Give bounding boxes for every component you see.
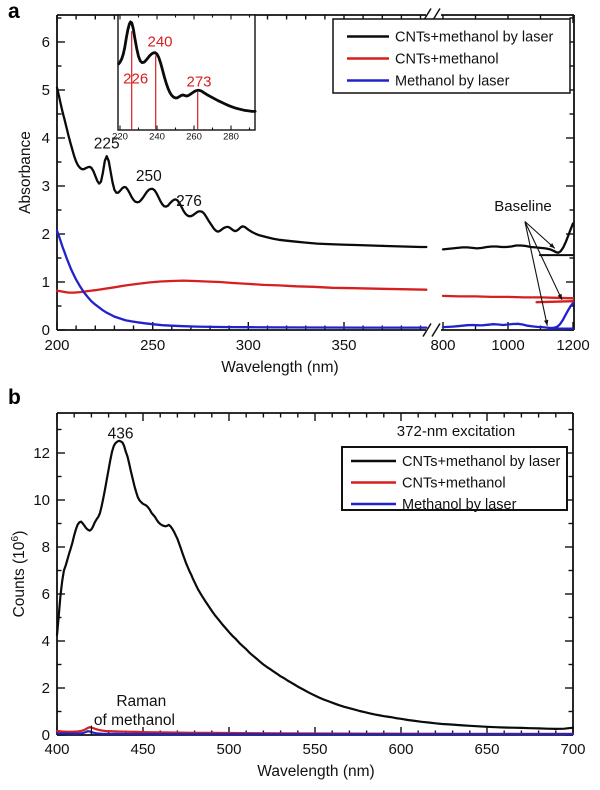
excitation-label: 372-nm excitation	[397, 423, 515, 440]
x-axis-label: Wavelength (nm)	[221, 359, 338, 376]
x-axis-label: Wavelength (nm)	[257, 763, 374, 780]
curve-methanol-by-laser	[441, 301, 575, 330]
x-tick-label: 500	[216, 741, 241, 758]
y-tick-label: 1	[42, 274, 50, 291]
legend-entry-label: CNTs+methanol	[402, 475, 506, 491]
x-tick-label: 350	[331, 337, 356, 354]
y-tick-label: 5	[42, 82, 50, 99]
inset-box	[117, 14, 256, 131]
axis-break-slash	[431, 323, 441, 337]
legend-entry-label: CNTs+methanol by laser	[395, 29, 554, 45]
y-tick-label: 6	[42, 586, 50, 603]
x-tick-label: 700	[560, 741, 585, 758]
curve-methanol-by-laser	[55, 730, 575, 736]
y-axis-label: Absorbance	[17, 131, 34, 214]
y-tick-label: 0	[42, 727, 50, 744]
x-tick-label: 1000	[491, 337, 524, 354]
y-tick-label: 12	[33, 445, 50, 462]
peak-label: 436	[108, 425, 134, 442]
inset-peak-label: 240	[147, 34, 172, 51]
raman-annotation: of methanol	[94, 712, 175, 729]
baseline-arrow	[524, 221, 556, 249]
baseline-arrow-head	[557, 293, 562, 300]
curve-cnts-methanol	[441, 294, 575, 300]
y-tick-label: 4	[42, 130, 50, 147]
peak-label: 250	[136, 168, 162, 185]
y-tick-label: 4	[42, 633, 50, 650]
baseline-label: Baseline	[494, 198, 552, 215]
legend-entry-label: CNTs+methanol by laser	[402, 454, 561, 470]
baseline-arrow-head	[544, 319, 549, 326]
curve-cnts-methanol	[55, 279, 428, 294]
x-tick-label: 200	[44, 337, 69, 354]
y-tick-label: 2	[42, 226, 50, 243]
inset-x-tick-label: 260	[186, 132, 202, 143]
peak-label: 225	[94, 136, 120, 153]
axis-break-slash	[422, 323, 432, 337]
x-tick-label: 650	[474, 741, 499, 758]
panel-b-label: b	[8, 386, 21, 409]
baseline-arrow-head	[549, 243, 555, 249]
legend-box	[341, 446, 568, 511]
inset-x-tick-label: 240	[149, 132, 165, 143]
legend-entry-label: Methanol by laser	[402, 497, 517, 513]
curve-methanol-by-laser	[55, 229, 428, 329]
inset-x-tick-label: 280	[223, 132, 239, 143]
legend-entry-label: CNTs+methanol	[395, 51, 499, 67]
x-tick-label: 1200	[556, 337, 589, 354]
baseline-arrow	[524, 221, 548, 326]
inset-peak-label: 273	[186, 73, 211, 90]
x-tick-label: 600	[388, 741, 413, 758]
y-tick-label: 0	[42, 322, 50, 339]
panel-b-photoluminescence-chart: 400 450 500 550 600 650 700 0 2 4 6 8 10 12 Wavelength…	[9, 412, 586, 780]
baseline-arrow	[524, 221, 563, 301]
panel-a-label: a	[8, 0, 20, 23]
y-tick-label: 8	[42, 539, 50, 556]
curve-cnts-methanol-by-laser	[55, 86, 428, 249]
y-tick-label: 6	[42, 34, 50, 51]
x-tick-label: 250	[140, 337, 165, 354]
x-tick-label: 400	[44, 741, 69, 758]
peak-label: 276	[176, 193, 202, 210]
y-tick-label: 10	[33, 492, 50, 509]
x-tick-label: 800	[430, 337, 455, 354]
inset-x-tick-label: 220	[112, 132, 128, 143]
y-tick-label: 3	[42, 178, 50, 195]
curve-cnts-methanol-by-laser	[55, 439, 575, 730]
curve-cnts-methanol-by-laser	[441, 222, 575, 254]
x-tick-label: 550	[302, 741, 327, 758]
legend-entry-label: Methanol by laser	[395, 73, 510, 89]
x-tick-label: 450	[130, 741, 155, 758]
x-tick-label: 300	[236, 337, 261, 354]
panel-a-absorbance-chart: 200 250 300 350 800 1000 1200 0 1 2 3 4 5 6 Wavelength…	[17, 8, 590, 376]
inset-curve	[117, 20, 257, 113]
raman-annotation: Raman	[116, 693, 166, 710]
inset-peak-label: 226	[123, 70, 148, 87]
y-axis-label: Counts (106)	[9, 531, 28, 618]
y-tick-label: 2	[42, 680, 50, 697]
